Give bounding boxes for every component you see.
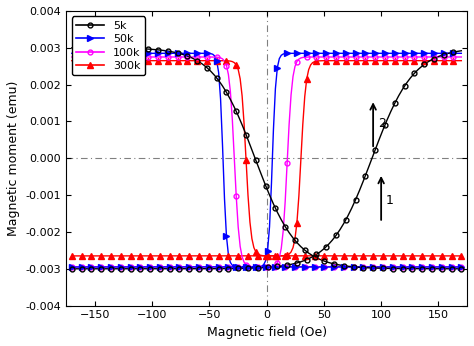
Legend: 5k, 50k, 100k, 300k: 5k, 50k, 100k, 300k (72, 17, 145, 75)
X-axis label: Magnetic field (Oe): Magnetic field (Oe) (207, 326, 327, 339)
Text: 2: 2 (378, 117, 385, 130)
Text: 1: 1 (386, 194, 393, 207)
Y-axis label: Magnetic moment (emu): Magnetic moment (emu) (7, 81, 20, 236)
